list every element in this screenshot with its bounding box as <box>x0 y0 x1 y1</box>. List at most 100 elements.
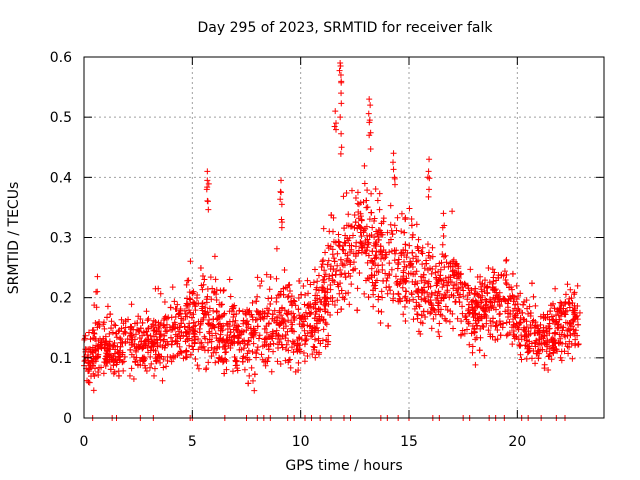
data-point <box>417 331 424 338</box>
data-point <box>523 337 530 344</box>
data-point <box>386 270 393 277</box>
data-point <box>444 306 451 313</box>
data-point <box>477 334 484 341</box>
data-point <box>244 318 251 325</box>
data-point <box>276 307 283 314</box>
data-point <box>439 312 446 319</box>
data-point <box>427 255 434 262</box>
data-point <box>325 257 332 264</box>
data-point <box>557 354 564 361</box>
data-point <box>342 290 349 297</box>
data-point <box>491 286 498 293</box>
data-point <box>425 193 432 200</box>
data-point <box>457 270 464 277</box>
data-point <box>330 255 337 262</box>
data-point <box>428 325 435 332</box>
data-point <box>485 265 492 272</box>
data-point <box>116 327 123 334</box>
data-point <box>211 324 218 331</box>
data-point <box>335 238 342 245</box>
data-point <box>375 293 382 300</box>
data-point <box>394 265 401 272</box>
data-point <box>379 294 386 301</box>
data-point <box>385 322 392 329</box>
data-point <box>245 347 252 354</box>
data-point <box>171 298 178 305</box>
data-point <box>189 343 196 350</box>
data-point <box>376 206 383 213</box>
data-point <box>403 288 410 295</box>
data-point <box>278 216 285 223</box>
data-point <box>152 331 159 338</box>
data-point <box>183 329 190 336</box>
data-point <box>528 340 535 347</box>
data-point <box>278 312 285 319</box>
data-point <box>278 224 285 231</box>
data-point <box>503 332 510 339</box>
data-point <box>528 355 535 362</box>
data-point <box>82 332 89 339</box>
data-point <box>514 301 521 308</box>
data-point <box>301 327 308 334</box>
data-point <box>285 293 292 300</box>
data-point <box>483 313 490 320</box>
data-point <box>253 350 260 357</box>
data-point <box>560 305 567 312</box>
data-point <box>516 341 523 348</box>
data-point <box>420 271 427 278</box>
data-point <box>270 340 277 347</box>
data-point <box>439 224 446 231</box>
data-point <box>94 324 101 331</box>
data-point <box>390 150 397 157</box>
data-point <box>569 355 576 362</box>
data-point <box>367 145 374 152</box>
data-point <box>400 269 407 276</box>
data-point <box>545 353 552 360</box>
data-point <box>204 339 211 346</box>
data-point <box>376 190 383 197</box>
data-point <box>212 330 219 337</box>
data-point <box>395 256 402 263</box>
data-point <box>440 210 447 217</box>
data-point <box>153 336 160 343</box>
data-point <box>470 307 477 314</box>
data-point <box>391 175 398 182</box>
data-point <box>368 257 375 264</box>
data-point <box>337 256 344 263</box>
data-point <box>102 362 109 369</box>
data-point <box>549 339 556 346</box>
data-point <box>382 254 389 261</box>
data-point <box>492 323 499 330</box>
data-point <box>368 265 375 272</box>
data-point <box>429 244 436 251</box>
data-point <box>358 217 365 224</box>
data-point <box>387 202 394 209</box>
data-point <box>90 330 97 337</box>
data-point <box>478 313 485 320</box>
data-point <box>517 314 524 321</box>
data-point <box>528 280 535 287</box>
data-point <box>311 315 318 322</box>
data-point <box>413 221 420 228</box>
data-point <box>304 352 311 359</box>
data-point <box>352 194 359 201</box>
data-point <box>414 287 421 294</box>
data-point <box>401 258 408 265</box>
data-point <box>335 231 342 238</box>
data-point <box>209 285 216 292</box>
data-point <box>447 263 454 270</box>
data-point <box>401 251 408 258</box>
data-point <box>145 315 152 322</box>
data-point <box>204 197 211 204</box>
data-point <box>190 346 197 353</box>
data-point <box>284 328 291 335</box>
data-point <box>238 327 245 334</box>
data-point <box>132 359 139 366</box>
data-point <box>320 326 327 333</box>
data-point <box>244 341 251 348</box>
data-point <box>319 284 326 291</box>
data-point <box>145 338 152 345</box>
data-point <box>203 365 210 372</box>
data-point <box>325 338 332 345</box>
data-point <box>453 261 460 268</box>
